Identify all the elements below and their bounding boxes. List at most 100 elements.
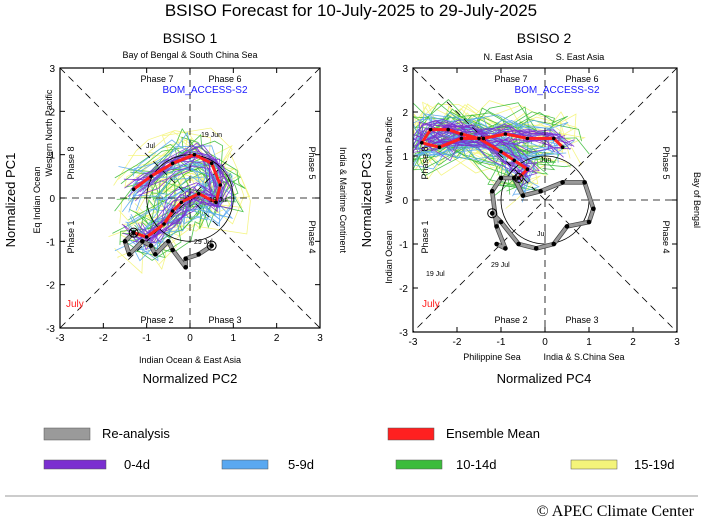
- x-tick-label: 2: [274, 333, 280, 344]
- reanalysis-point: [498, 219, 504, 225]
- ensemble-member-line: [444, 100, 572, 163]
- reanalysis-point: [494, 241, 499, 247]
- reanalysis-point: [551, 241, 557, 247]
- ensemble-mean-point: [512, 158, 516, 163]
- bsiso2-left-region-inner: Western North Pacific: [384, 116, 394, 203]
- ensemble-mean-point: [170, 161, 175, 166]
- ensemble-member-line: [118, 131, 217, 223]
- ensemble-mean-point: [499, 149, 503, 154]
- ensemble-mean-point: [162, 222, 166, 226]
- reanalysis-point: [586, 219, 592, 225]
- bsiso2-xlabel: Normalized PC4: [497, 371, 592, 386]
- ensemble-mean-point: [420, 141, 424, 145]
- ensemble-start-marker: [128, 227, 139, 238]
- reanalysis-line: [490, 176, 595, 250]
- legend-label-reanalysis: Re-analysis: [102, 426, 170, 441]
- bsiso1-month-label: July: [66, 299, 84, 310]
- ensemble-member-line: [128, 168, 220, 262]
- reanalysis-point: [564, 224, 570, 229]
- x-tick-label: -2: [453, 337, 462, 348]
- bsiso1-phase7: Phase 7: [140, 74, 173, 84]
- ensemble-mean-point: [192, 152, 197, 157]
- bsiso2-ylabel: Normalized PC3: [359, 153, 374, 248]
- legend-label-lead-15-19: 15-19d: [634, 457, 674, 472]
- ensemble-mean-point: [209, 161, 214, 166]
- ensemble-mean-point: [144, 235, 149, 239]
- bsiso2-top-right-region: S. East Asia: [556, 52, 605, 62]
- bsiso2-bottom-left-region: Philippine Sea: [463, 352, 521, 362]
- bsiso1-phase4: Phase 4: [307, 220, 317, 253]
- legend-label-lead-10-14: 10-14d: [456, 457, 496, 472]
- bsiso1-bottom-region: Indian Ocean & East Asia: [139, 355, 241, 365]
- bsiso1-phase5: Phase 5: [307, 146, 317, 179]
- ensemble-mean-point: [459, 132, 464, 136]
- ensemble-mean-point: [503, 132, 508, 136]
- bsiso1-ylabel: Normalized PC1: [3, 153, 18, 248]
- reanalysis-point: [122, 239, 128, 244]
- bsiso2-left-region-outer: Indian Ocean: [384, 230, 394, 284]
- bsiso1-phase3: Phase 3: [208, 315, 241, 325]
- y-tick-label: 2: [49, 107, 55, 118]
- bsiso1-ensemble-start-label: Jul: [146, 143, 155, 150]
- ensemble-mean-point: [481, 136, 486, 141]
- bsiso2-phase4: Phase 4: [661, 220, 671, 253]
- bsiso2-phase1: Phase 1: [420, 220, 430, 253]
- x-tick-label: -3: [409, 337, 418, 348]
- bsiso1-title: BSISO 1: [163, 30, 218, 46]
- y-tick-label: 2: [402, 108, 408, 119]
- legend: Re-analysis Ensemble Mean 0-4d 5-9d 10-1…: [43, 426, 674, 472]
- bsiso1-phase1: Phase 1: [66, 220, 76, 253]
- bsiso1-top-region: Bay of Bengal & South China Sea: [122, 50, 257, 60]
- bsiso1-right-region: India & Maritime Continent: [338, 147, 348, 254]
- ensemble-mean-point: [218, 183, 223, 187]
- x-tick-label: -1: [142, 333, 151, 344]
- bsiso2-ensemble-start-label: Jul: [537, 231, 546, 238]
- x-tick-label: 0: [542, 337, 548, 348]
- bsiso2-ensemble-mid-label: 19 Jul: [426, 271, 445, 278]
- y-tick-label: -1: [46, 237, 55, 248]
- bsiso2-ensemble-end-label: 29 Jul: [491, 262, 510, 269]
- bsiso2-title: BSISO 2: [517, 30, 572, 46]
- bsiso1-ensemble-end-label: 29 Jul: [194, 239, 213, 246]
- reanalysis-point: [538, 188, 543, 194]
- reanalysis-point: [170, 247, 175, 253]
- ensemble-mean-point: [446, 127, 451, 132]
- reanalysis-point: [196, 252, 201, 257]
- y-tick-label: 3: [49, 64, 55, 75]
- y-tick-label: 0: [49, 194, 55, 205]
- figure-title: BSISO Forecast for 10-July-2025 to 29-Ju…: [165, 1, 537, 20]
- x-tick-label: 3: [317, 333, 323, 344]
- reanalysis-line: [123, 231, 213, 269]
- y-tick-label: 3: [402, 64, 408, 75]
- y-tick-label: -2: [399, 284, 408, 295]
- ensemble-mean-point: [552, 136, 556, 141]
- reanalysis-point: [560, 180, 565, 185]
- ensemble-member-line: [138, 165, 222, 241]
- y-tick-label: -2: [46, 281, 55, 292]
- reanalysis-point: [166, 239, 171, 244]
- bsiso2-phase6: Phase 6: [565, 74, 598, 84]
- ensemble-mean-point: [196, 191, 201, 196]
- bsiso2-bottom-right-region: India & S.China Sea: [543, 352, 624, 362]
- bsiso1-phase8: Phase 8: [66, 146, 76, 179]
- bsiso1-left-region-outer: Eq Indian Ocean: [32, 166, 42, 233]
- y-tick-label: 1: [402, 152, 408, 163]
- ensemble-mean-point: [525, 167, 530, 171]
- ensemble-member-line: [412, 114, 559, 173]
- ensemble-mean-point: [170, 209, 175, 213]
- ensemble-mean-point: [131, 187, 136, 192]
- reanalysis-point: [148, 243, 154, 248]
- x-tick-label: 1: [586, 337, 592, 348]
- bsiso1-plot-area: -3 -2 -1 0 1 2 3 -3 -2 -1 0 1 2 3: [46, 64, 323, 344]
- reanalysis-point: [183, 256, 188, 261]
- legend-label-ensemble-mean: Ensemble Mean: [446, 426, 540, 441]
- bsiso2-right-region: Bay of Bengal: [692, 172, 702, 228]
- legend-swatch-reanalysis: [43, 427, 91, 441]
- bsiso2-top-left-region: N. East Asia: [483, 52, 532, 62]
- reanalysis-point: [489, 210, 495, 216]
- reanalysis-point: [503, 246, 508, 251]
- reanalysis-point: [533, 246, 539, 251]
- legend-swatch-lead-0-4: [43, 459, 107, 470]
- bsiso1-phase2: Phase 2: [140, 315, 173, 325]
